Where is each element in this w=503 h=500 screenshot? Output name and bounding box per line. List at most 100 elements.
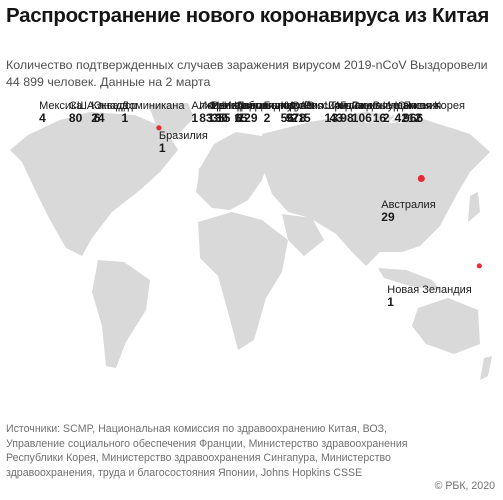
landmass-uk [198, 164, 208, 182]
label-korea: Южная Корея 4212 [395, 100, 465, 125]
label-newzealand: Новая Зеландия 1 [387, 284, 471, 309]
label-name: Испания [199, 100, 243, 112]
label-value: 15 [234, 111, 248, 125]
landmass-indonesia [378, 268, 440, 290]
label-name: Канада [91, 100, 129, 112]
label-hongkong: Гонконг 98 [340, 100, 379, 125]
landmass-australia [412, 298, 480, 354]
case-bubbles [156, 125, 482, 269]
landmass-japan [468, 192, 480, 222]
label-uae: ОАЭ 21 [291, 100, 314, 125]
label-value: 2 [382, 111, 390, 125]
label-value: 3 [331, 111, 339, 125]
label-usa: США 80 [69, 100, 94, 125]
label-value: 21 [291, 111, 305, 125]
label-singapore: Сингапур 106 [352, 100, 400, 125]
label-value: 24 [91, 111, 105, 125]
world-map-canvas [10, 103, 492, 380]
sources-note: Источники: SCMP, Национальная комиссия п… [6, 423, 408, 479]
label-value: 6 [93, 111, 101, 125]
label-name: Россия [304, 100, 341, 112]
label-france: Франция 130 [208, 100, 253, 125]
landmass-north-america [10, 112, 178, 256]
label-value: 43 [329, 111, 343, 125]
label-name: Иран [285, 100, 313, 112]
landmass-south-america [92, 260, 150, 368]
landmass-new-zealand [480, 356, 492, 380]
label-uk: Великобритания 35 [212, 100, 296, 125]
label-value: 1 [191, 111, 199, 125]
label-name: Италия [238, 100, 276, 112]
label-value: 80 026 [363, 111, 404, 126]
landmass-europe [196, 132, 270, 210]
label-name: Бразилия [158, 129, 208, 142]
label-value: 83 [199, 111, 213, 125]
label-germany: Германия 129 [238, 100, 287, 125]
label-spain: Испания 83 [199, 100, 243, 125]
label-name: Франция [207, 100, 253, 112]
label-value: 978 [285, 111, 306, 125]
label-value: 1 [121, 111, 129, 125]
label-kuwait: Кувейт 56 [281, 100, 316, 125]
label-name: Япония [403, 100, 442, 112]
label-india: Индия 3 [332, 100, 365, 125]
label-name: Гонконг [340, 100, 379, 112]
label-name: Израиль [223, 100, 268, 112]
label-name: Новая Зеландия [387, 283, 472, 296]
label-italy: Италия 1577 [238, 100, 275, 125]
label-canada: Канада 24 [91, 100, 128, 125]
label-name: Вьетнам [372, 100, 417, 112]
label-sweden: Швеция 15 [234, 100, 274, 125]
label-thailand: Таиланд 43 [329, 100, 373, 125]
label-value: 1 [324, 111, 332, 125]
label-dominican: Доминикана 1 [122, 100, 185, 125]
world-map: Канада 24 США 80 Мексика 4 Доминикана 1 Эквадор 6… [0, 100, 503, 420]
bubble-newzealand [476, 263, 482, 269]
label-china: Китай 80 026 [364, 100, 404, 125]
label-russia: Россия 5 [304, 100, 340, 125]
label-japan: Япония 966 [403, 100, 441, 125]
label-value: 4212 [394, 111, 422, 125]
label-name: Финляндия [234, 100, 293, 112]
label-mexico: Мексика 4 [39, 100, 82, 125]
label-value: 56 [280, 111, 294, 125]
label-name: Нигерия [216, 100, 259, 112]
label-ecuador: Эквадор 6 [94, 100, 137, 125]
landmass-asia [262, 112, 490, 266]
label-value: 5 [223, 111, 231, 125]
label-name: Индонезия [382, 100, 439, 112]
label-value: 130 [207, 111, 228, 125]
map-subtitle: Количество подтвержденных случаев зараже… [6, 58, 488, 89]
bubble-australia [417, 175, 425, 182]
label-vietnam: Вьетнам 16 [373, 100, 417, 125]
label-value: 80 [68, 111, 83, 125]
label-value: 16 [372, 111, 387, 125]
label-indonesia: Индонезия 2 [383, 100, 439, 125]
label-israel: Израиль 5 [224, 100, 267, 125]
land-masses [10, 103, 492, 380]
label-value: 4 [39, 111, 46, 125]
label-algeria: Алжир 1 [191, 100, 224, 125]
label-value: 5 [304, 111, 311, 125]
label-name: Южная Корея [394, 100, 465, 112]
map-title: Распространение нового коронавируса из К… [6, 4, 490, 27]
label-name: США [68, 100, 95, 112]
label-value: 1 [216, 111, 224, 125]
label-name: Мексика [39, 100, 83, 112]
label-value: 1 [158, 140, 166, 155]
landmass-arabia [282, 214, 324, 256]
bubble-brazil [156, 125, 162, 131]
label-name: Швеция [234, 100, 275, 112]
label-name: Доминикана [121, 100, 185, 112]
label-name: Таиланд [329, 100, 373, 112]
label-belarus: Белоруссия 2 [264, 100, 324, 125]
label-name: Австралия [381, 198, 436, 211]
label-finland: Финляндия 6 [235, 100, 293, 125]
label-value: 98 [340, 111, 354, 125]
label-name: Сингапур [351, 100, 400, 112]
label-value: 35 [211, 111, 225, 125]
label-name: Великобритания [211, 100, 297, 112]
label-value: 966 [403, 111, 424, 125]
label-value: 1577 [238, 111, 268, 126]
label-name: Алжир [191, 100, 225, 112]
